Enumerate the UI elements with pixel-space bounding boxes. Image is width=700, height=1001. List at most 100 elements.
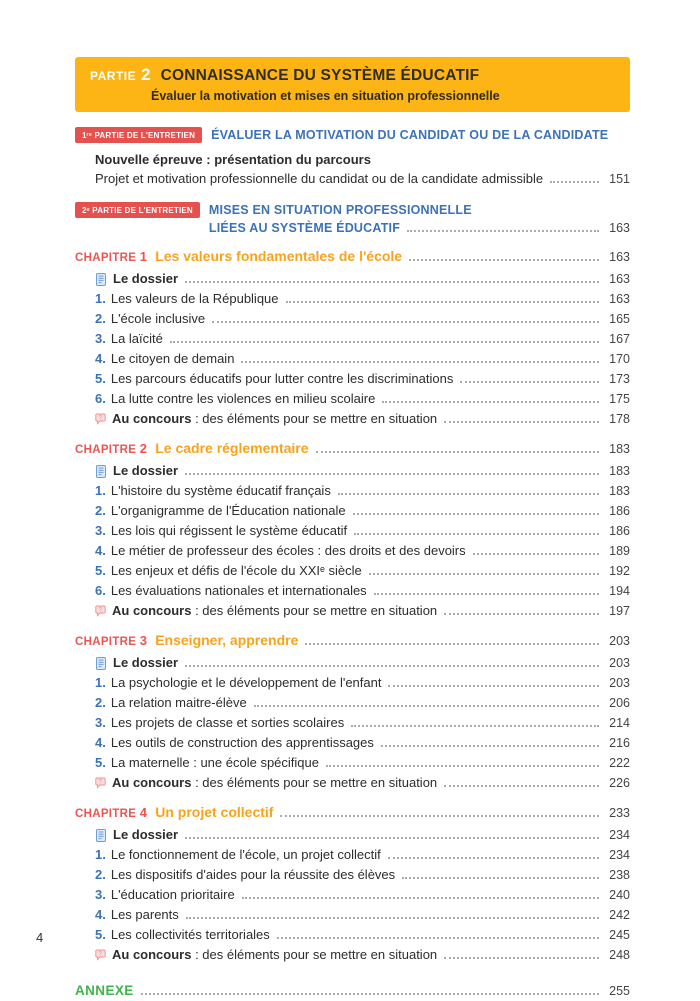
toc-item-row: 4. Les outils de construction des appren… xyxy=(95,733,630,753)
chapter-items: 1. Les valeurs de la République 163 2. L… xyxy=(75,289,630,409)
dotted-leader xyxy=(380,745,599,747)
item-number: 5. xyxy=(95,927,106,942)
chapter-items: 1. L'histoire du système éducatif frança… xyxy=(75,481,630,601)
dotted-leader xyxy=(185,281,599,283)
dotted-leader xyxy=(305,643,599,645)
chapter-label: CHAPITRE 2 xyxy=(75,441,148,456)
item-title: L'histoire du système éducatif français xyxy=(110,483,331,498)
item-title: Les valeurs de la République xyxy=(110,291,279,306)
toc-item-row: 4. Les parents 242 xyxy=(95,905,630,925)
page-number: 238 xyxy=(609,868,630,882)
item-title: La maternelle : une école spécifique xyxy=(110,755,319,770)
item-number: 2. xyxy=(95,503,106,518)
annexe-label: ANNEXE xyxy=(75,983,134,998)
dotted-leader xyxy=(315,451,599,453)
chapter-title: Les valeurs fondamentales de l'école xyxy=(155,248,403,264)
item-title: L'éducation prioritaire xyxy=(110,887,235,902)
item-title: Le métier de professeur des écoles : des… xyxy=(110,543,466,558)
page-number: 178 xyxy=(609,412,630,426)
chapter-label: CHAPITRE 1 xyxy=(75,249,148,264)
dotted-leader xyxy=(185,917,599,919)
toc-item-row: 3. Les projets de classe et sorties scol… xyxy=(95,713,630,733)
page-number: 255 xyxy=(609,984,630,998)
dotted-leader xyxy=(444,613,599,615)
dotted-leader xyxy=(280,815,599,817)
item-number: 2. xyxy=(95,311,106,326)
page-number: 240 xyxy=(609,888,630,902)
page-number: 170 xyxy=(609,352,630,366)
page-number: 163 xyxy=(609,250,630,264)
item-title: Les outils de construction des apprentis… xyxy=(110,735,374,750)
item-title: Les parents xyxy=(110,907,179,922)
page-number: 151 xyxy=(609,172,630,186)
dotted-leader xyxy=(444,785,599,787)
chapter-block: CHAPITRE 3 Enseigner, apprendre 203 Le d… xyxy=(75,630,630,793)
chapter-label: CHAPITRE 4 xyxy=(75,805,148,820)
dotted-leader xyxy=(337,493,599,495)
chapter-heading-row: CHAPITRE 3 Enseigner, apprendre 203 xyxy=(75,630,630,653)
item-number: 4. xyxy=(95,543,106,558)
chapter-number: 4 xyxy=(139,805,148,820)
dotted-leader xyxy=(185,837,599,839)
item-number: 6. xyxy=(95,583,106,598)
dotted-leader xyxy=(387,857,599,859)
part-subtitle: Évaluer la motivation et mises en situat… xyxy=(151,89,500,103)
dotted-leader xyxy=(351,725,599,727)
dossier-label: Le dossier xyxy=(113,463,179,478)
page-number: 192 xyxy=(609,564,630,578)
item-number: 3. xyxy=(95,715,106,730)
item-number: 3. xyxy=(95,887,106,902)
toc-item-row: Projet et motivation professionnelle du … xyxy=(95,169,630,189)
dotted-leader xyxy=(460,381,599,383)
toc-item-row: 3. La laïcité 167 xyxy=(95,329,630,349)
toc-item-row: 2. L'école inclusive 165 xyxy=(95,309,630,329)
toc-item-row: 6. Les évaluations nationales et interna… xyxy=(95,581,630,601)
item-number: 3. xyxy=(95,523,106,538)
item-number: 1. xyxy=(95,675,106,690)
chapter-items: 1. La psychologie et le développement de… xyxy=(75,673,630,773)
chapter-heading-row: CHAPITRE 2 Le cadre réglementaire 183 xyxy=(75,438,630,461)
item-number: 5. xyxy=(95,563,106,578)
item-title: Les collectivités territoriales xyxy=(110,927,270,942)
dotted-leader xyxy=(472,553,599,555)
document-icon xyxy=(95,656,107,670)
entretien-1-section: 1ʳᵉ PARTIE DE L'ENTRETIEN ÉVALUER LA MOT… xyxy=(75,127,630,189)
au-concours-label: Au concours : des éléments pour se mettr… xyxy=(112,775,438,790)
item-title: Le citoyen de demain xyxy=(110,351,235,366)
part-title: CONNAISSANCE DU SYSTÈME ÉDUCATIF xyxy=(160,67,480,84)
item-number: 1. xyxy=(95,291,106,306)
svg-text:?: ? xyxy=(99,780,103,786)
toc-item-row: 1. Les valeurs de la République 163 xyxy=(95,289,630,309)
au-concours-row: ? Au concours : des éléments pour se met… xyxy=(95,773,630,793)
part-banner-title-line: PARTIE 2 CONNAISSANCE DU SYSTÈME ÉDUCATI… xyxy=(90,65,618,85)
item-title: Les parcours éducatifs pour lutter contr… xyxy=(110,371,454,386)
page-number: 183 xyxy=(609,464,630,478)
page-number: 216 xyxy=(609,736,630,750)
item-title: Les projets de classe et sorties scolair… xyxy=(110,715,345,730)
dotted-leader xyxy=(352,513,599,515)
chapter-number: 2 xyxy=(139,441,148,456)
toc-item-row: 2. L'organigramme de l'Éducation nationa… xyxy=(95,501,630,521)
au-concours-label: Au concours : des éléments pour se mettr… xyxy=(112,411,438,426)
document-icon xyxy=(95,464,107,478)
svg-text:?: ? xyxy=(99,608,103,614)
dotted-leader xyxy=(241,361,599,363)
toc-item-row: 2. Les dispositifs d'aides pour la réuss… xyxy=(95,865,630,885)
entretien-2-badge: 2ᵉ PARTIE DE L'ENTRETIEN xyxy=(75,202,200,218)
toc-item-row: 3. L'éducation prioritaire 240 xyxy=(95,885,630,905)
chapters: CHAPITRE 1 Les valeurs fondamentales de … xyxy=(75,246,630,965)
dotted-leader xyxy=(444,421,599,423)
page-number: 186 xyxy=(609,504,630,518)
dossier-label: Le dossier xyxy=(113,271,179,286)
page-number: 165 xyxy=(609,312,630,326)
dotted-leader xyxy=(373,593,599,595)
document-icon xyxy=(95,272,107,286)
page-number: 226 xyxy=(609,776,630,790)
dossier-row: Le dossier 203 xyxy=(95,653,630,673)
item-title: Les dispositifs d'aides pour la réussite… xyxy=(110,867,396,882)
toc-item-row: 3. Les lois qui régissent le système édu… xyxy=(95,521,630,541)
part-banner: PARTIE 2 CONNAISSANCE DU SYSTÈME ÉDUCATI… xyxy=(75,57,630,112)
svg-text:?: ? xyxy=(99,416,103,422)
dossier-label: Le dossier xyxy=(113,827,179,842)
toc-item-row: 5. La maternelle : une école spécifique … xyxy=(95,753,630,773)
